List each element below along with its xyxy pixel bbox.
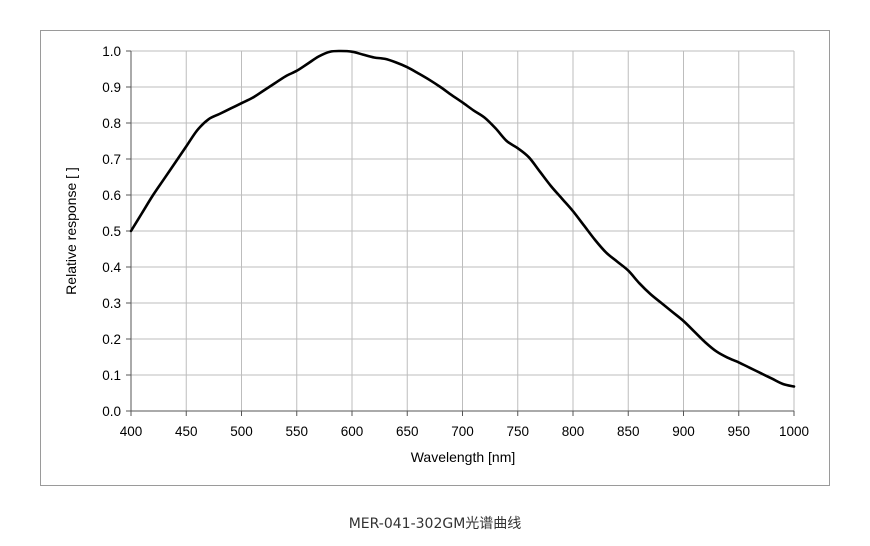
- y-tick-label: 0.0: [102, 404, 121, 419]
- y-tick-label: 0.8: [102, 116, 121, 131]
- x-tick-label: 1000: [779, 424, 809, 439]
- y-tick-label: 0.4: [102, 260, 121, 275]
- x-axis-title: Wavelength [nm]: [411, 449, 516, 465]
- y-tick-label: 1.0: [102, 44, 121, 59]
- x-tick-labels: 400 450 500 550 600 650 700 750 800 850 900 950 1000: [120, 424, 809, 439]
- spectral-response-line: [129, 49, 796, 388]
- x-tick-label: 800: [562, 424, 585, 439]
- x-tick-label: 450: [175, 424, 198, 439]
- y-tick-label: 0.7: [102, 152, 121, 167]
- spectral-response-chart: 400 450 500 550 600 650 700 750 800 850 900 950 1000…: [63, 44, 809, 465]
- x-tick-label: 900: [672, 424, 695, 439]
- chart-frame: 400 450 500 550 600 650 700 750 800 850 900 950 1000…: [40, 30, 830, 486]
- x-tick-label: 500: [230, 424, 253, 439]
- x-tick-label: 650: [396, 424, 419, 439]
- x-tick-label: 750: [506, 424, 529, 439]
- y-tick-labels: 0.0 0.1 0.2 0.3 0.4 0.5 0.6 0.7 0.8 0.9 1.0: [102, 44, 121, 419]
- figure-caption: MER-041-302GM光谱曲线: [348, 516, 522, 532]
- series-layer: [129, 49, 796, 388]
- x-tick-label: 700: [451, 424, 474, 439]
- x-tick-label: 550: [285, 424, 308, 439]
- y-tick-label: 0.3: [102, 296, 121, 311]
- x-tick-label: 950: [727, 424, 750, 439]
- y-tick-label: 0.6: [102, 188, 121, 203]
- grid: [126, 50, 795, 416]
- x-tick-label: 400: [120, 424, 143, 439]
- x-tick-label: 600: [341, 424, 364, 439]
- y-tick-label: 0.1: [102, 368, 121, 383]
- y-tick-label: 0.9: [102, 80, 121, 95]
- y-axis-title: Relative response [ ]: [63, 167, 79, 295]
- x-tick-label: 850: [617, 424, 640, 439]
- y-tick-label: 0.2: [102, 332, 121, 347]
- y-tick-label: 0.5: [102, 224, 121, 239]
